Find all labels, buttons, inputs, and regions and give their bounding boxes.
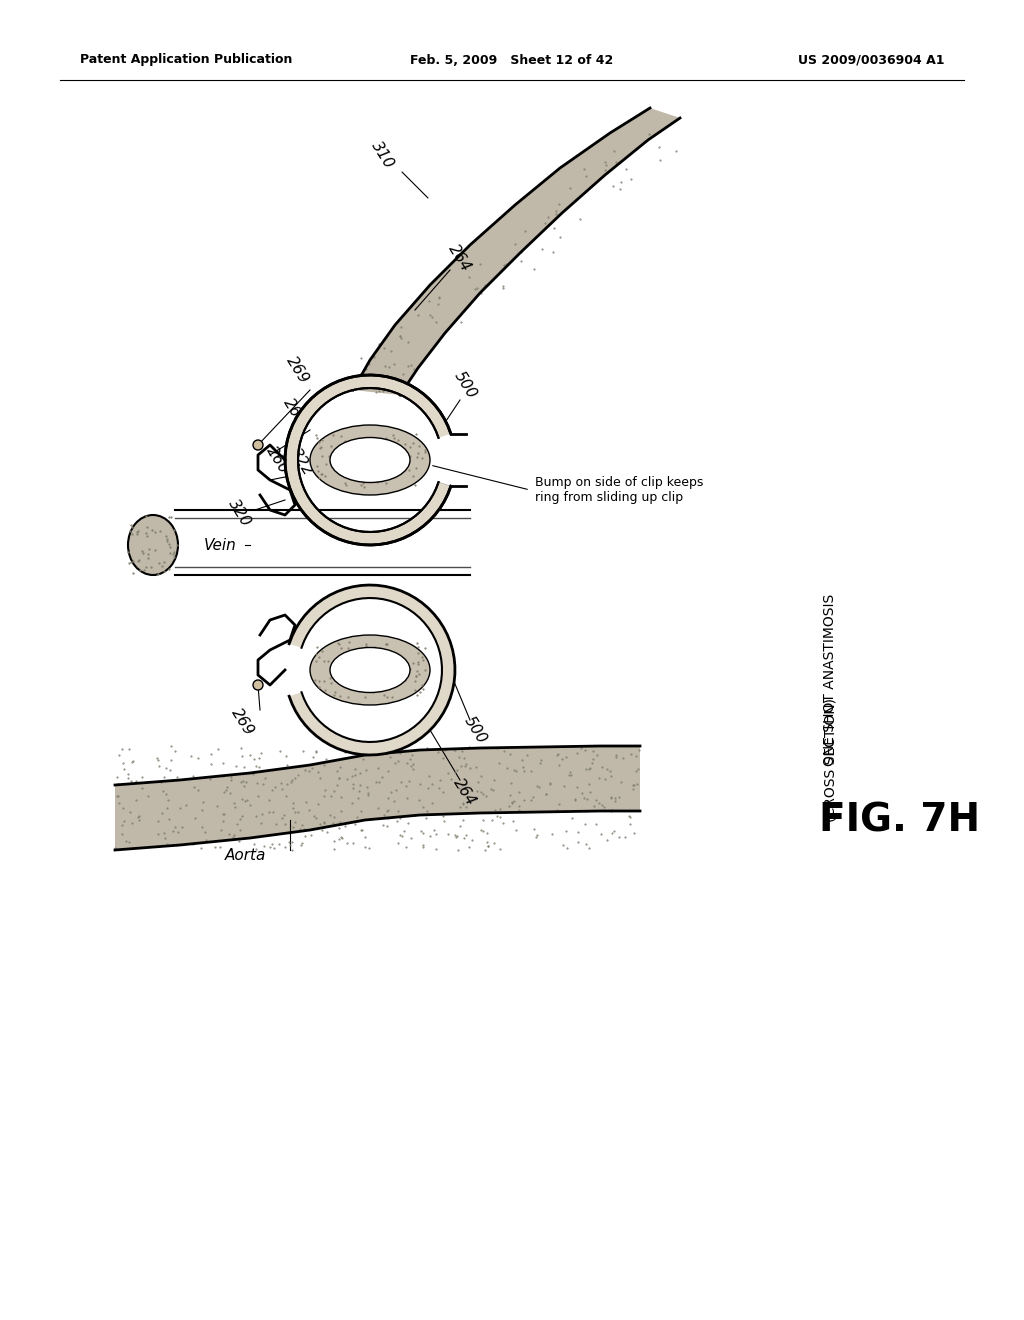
Text: Feb. 5, 2009   Sheet 12 of 42: Feb. 5, 2009 Sheet 12 of 42 [411, 54, 613, 66]
Ellipse shape [310, 635, 430, 705]
Text: (CROSS SECTION): (CROSS SECTION) [823, 698, 837, 822]
Text: 310: 310 [369, 139, 397, 172]
Circle shape [253, 440, 263, 450]
Text: 269: 269 [229, 706, 257, 738]
Ellipse shape [128, 515, 178, 576]
Ellipse shape [330, 437, 410, 483]
Text: Vein: Vein [204, 537, 237, 553]
Text: 500: 500 [461, 714, 489, 746]
Ellipse shape [310, 425, 430, 495]
Text: 264: 264 [451, 776, 479, 808]
Text: 264: 264 [445, 242, 474, 275]
Text: 263: 263 [281, 396, 309, 429]
Text: Patent Application Publication: Patent Application Publication [80, 54, 293, 66]
Text: 500: 500 [451, 368, 479, 401]
Text: FIG. 7H: FIG. 7H [819, 801, 981, 840]
Text: 260: 260 [264, 444, 292, 477]
Text: 269: 269 [284, 354, 312, 387]
Circle shape [253, 680, 263, 690]
Polygon shape [289, 585, 455, 755]
Text: 320: 320 [226, 496, 254, 529]
Ellipse shape [330, 648, 410, 693]
Text: ONE SHOT ANASTIMOSIS: ONE SHOT ANASTIMOSIS [823, 594, 837, 766]
Polygon shape [353, 108, 680, 395]
Text: US 2009/0036904 A1: US 2009/0036904 A1 [798, 54, 944, 66]
Text: Aorta: Aorta [224, 847, 265, 862]
Text: Bump on side of clip keeps
ring from sliding up clip: Bump on side of clip keeps ring from sli… [535, 477, 703, 504]
Text: 322: 322 [288, 446, 316, 478]
Polygon shape [285, 375, 451, 545]
Polygon shape [115, 746, 640, 850]
